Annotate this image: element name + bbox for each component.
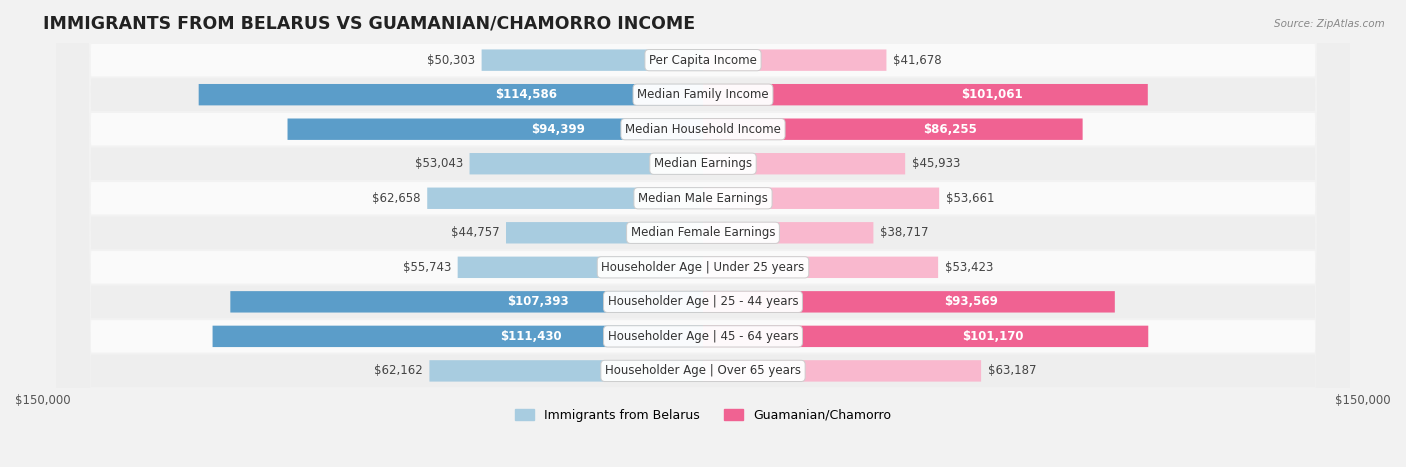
- FancyBboxPatch shape: [703, 188, 939, 209]
- FancyBboxPatch shape: [703, 222, 873, 243]
- Text: Householder Age | 45 - 64 years: Householder Age | 45 - 64 years: [607, 330, 799, 343]
- Text: Median Family Income: Median Family Income: [637, 88, 769, 101]
- Text: $50,303: $50,303: [427, 54, 475, 67]
- Text: $94,399: $94,399: [530, 123, 585, 136]
- Text: $101,170: $101,170: [962, 330, 1024, 343]
- Text: $63,187: $63,187: [987, 364, 1036, 377]
- Text: Median Female Earnings: Median Female Earnings: [631, 226, 775, 239]
- FancyBboxPatch shape: [703, 360, 981, 382]
- Text: $44,757: $44,757: [451, 226, 499, 239]
- FancyBboxPatch shape: [470, 153, 703, 175]
- FancyBboxPatch shape: [56, 0, 1350, 467]
- Text: IMMIGRANTS FROM BELARUS VS GUAMANIAN/CHAMORRO INCOME: IMMIGRANTS FROM BELARUS VS GUAMANIAN/CHA…: [42, 15, 695, 33]
- FancyBboxPatch shape: [231, 291, 703, 312]
- Text: Householder Age | Over 65 years: Householder Age | Over 65 years: [605, 364, 801, 377]
- Text: $107,393: $107,393: [506, 295, 568, 308]
- Text: $38,717: $38,717: [880, 226, 928, 239]
- Text: Median Male Earnings: Median Male Earnings: [638, 192, 768, 205]
- FancyBboxPatch shape: [56, 0, 1350, 467]
- Legend: Immigrants from Belarus, Guamanian/Chamorro: Immigrants from Belarus, Guamanian/Chamo…: [510, 404, 896, 427]
- Text: Median Household Income: Median Household Income: [626, 123, 780, 136]
- FancyBboxPatch shape: [56, 0, 1350, 467]
- FancyBboxPatch shape: [703, 119, 1083, 140]
- FancyBboxPatch shape: [703, 291, 1115, 312]
- Text: Householder Age | Under 25 years: Householder Age | Under 25 years: [602, 261, 804, 274]
- FancyBboxPatch shape: [56, 0, 1350, 467]
- FancyBboxPatch shape: [506, 222, 703, 243]
- FancyBboxPatch shape: [703, 50, 886, 71]
- FancyBboxPatch shape: [56, 0, 1350, 467]
- FancyBboxPatch shape: [703, 256, 938, 278]
- FancyBboxPatch shape: [198, 84, 703, 106]
- Text: $114,586: $114,586: [495, 88, 558, 101]
- FancyBboxPatch shape: [287, 119, 703, 140]
- Text: $93,569: $93,569: [943, 295, 998, 308]
- FancyBboxPatch shape: [56, 0, 1350, 467]
- Text: $101,061: $101,061: [962, 88, 1024, 101]
- Text: $53,043: $53,043: [415, 157, 463, 170]
- FancyBboxPatch shape: [703, 325, 1149, 347]
- Text: Median Earnings: Median Earnings: [654, 157, 752, 170]
- Text: $41,678: $41,678: [893, 54, 942, 67]
- Text: $53,423: $53,423: [945, 261, 993, 274]
- Text: Householder Age | 25 - 44 years: Householder Age | 25 - 44 years: [607, 295, 799, 308]
- FancyBboxPatch shape: [482, 50, 703, 71]
- Text: $62,658: $62,658: [373, 192, 420, 205]
- FancyBboxPatch shape: [427, 188, 703, 209]
- Text: Source: ZipAtlas.com: Source: ZipAtlas.com: [1274, 19, 1385, 28]
- FancyBboxPatch shape: [458, 256, 703, 278]
- Text: $53,661: $53,661: [946, 192, 994, 205]
- FancyBboxPatch shape: [56, 0, 1350, 467]
- FancyBboxPatch shape: [56, 0, 1350, 467]
- FancyBboxPatch shape: [703, 84, 1147, 106]
- Text: Per Capita Income: Per Capita Income: [650, 54, 756, 67]
- FancyBboxPatch shape: [56, 0, 1350, 467]
- Text: $86,255: $86,255: [922, 123, 977, 136]
- FancyBboxPatch shape: [212, 325, 703, 347]
- Text: $55,743: $55,743: [402, 261, 451, 274]
- FancyBboxPatch shape: [56, 0, 1350, 467]
- Text: $45,933: $45,933: [911, 157, 960, 170]
- Text: $111,430: $111,430: [501, 330, 562, 343]
- FancyBboxPatch shape: [703, 153, 905, 175]
- FancyBboxPatch shape: [429, 360, 703, 382]
- Text: $62,162: $62,162: [374, 364, 423, 377]
